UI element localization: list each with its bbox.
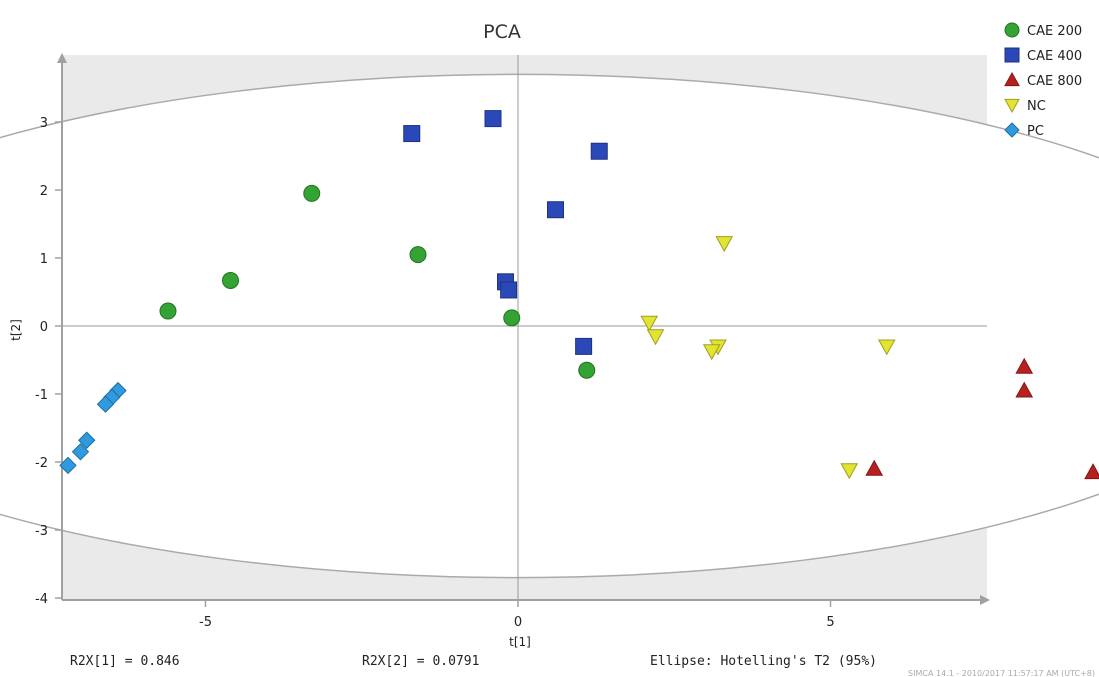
ellipse-label: Ellipse: Hotelling's T2 (95%) [650,654,877,669]
legend-label-nc: NC [1027,99,1046,114]
point-cae-400 [484,110,502,128]
point-cae-200 [578,361,596,379]
legend: CAE 200 CAE 400 CAE 800 NC PC [1004,22,1082,139]
point-pc [59,456,77,475]
legend-label-cae-400: CAE 400 [1027,49,1082,64]
y-tick-label: -2 [35,456,48,471]
point-pc [96,395,115,413]
legend-marker-nc [1004,98,1020,114]
legend-label-cae-800: CAE 800 [1027,74,1082,89]
y-tick-label: 0 [40,320,48,335]
x-axis-ticks: -15-10-50510 [199,600,835,630]
y-tick-label: 1 [40,252,48,267]
data-points [59,110,1099,480]
software-stamp: SIMCA 14.1 - 2010/2017 11:57:17 AM (UTC+… [908,669,1095,677]
point-nc [646,329,665,346]
legend-marker-pc [1004,122,1020,138]
y-tick-label: -4 [35,592,48,607]
chart-title: PCA [483,21,521,43]
point-nc [640,315,659,332]
point-cae-800 [1015,357,1034,374]
point-cae-200 [409,246,427,264]
y-tick-label: 2 [40,184,48,199]
y-axis-ticks: -4 -3 -2 -1 0 1 2 3 [35,116,62,607]
point-cae-200 [159,302,177,320]
point-cae-800 [865,459,884,476]
point-pc [71,443,90,461]
legend-label-pc: PC [1027,124,1044,139]
x-tick-label: 0 [514,615,522,630]
point-nc [715,236,734,253]
legend-label-cae-200: CAE 200 [1027,24,1082,39]
point-cae-400 [590,142,608,160]
x-tick-label: 5 [826,615,834,630]
point-cae-400 [547,201,564,219]
legend-marker-cae-400 [1004,47,1020,63]
point-cae-200 [503,309,521,327]
legend-marker-cae-200 [1004,22,1020,38]
point-cae-400 [403,125,421,143]
r2x1-label: R2X[1] = 0.846 [70,654,180,669]
x-axis-label: t[1] [509,635,531,649]
y-tick-label: -3 [35,524,48,539]
legend-marker-cae-800 [1004,71,1020,87]
point-nc [840,463,859,480]
x-tick-label: -5 [199,615,212,630]
point-cae-400 [500,281,518,299]
y-tick-label: -1 [35,388,48,403]
y-axis-label: t[2] [9,319,23,341]
point-pc [78,431,96,449]
point-cae-800 [1015,381,1034,398]
point-cae-200 [303,184,321,202]
point-nc [702,344,721,361]
point-cae-400 [575,337,593,355]
r2x2-label: R2X[2] = 0.0791 [362,654,479,669]
point-nc [877,339,896,356]
point-cae-200 [222,271,239,289]
point-cae-800 [1084,463,1099,480]
y-tick-label: 3 [40,116,48,131]
